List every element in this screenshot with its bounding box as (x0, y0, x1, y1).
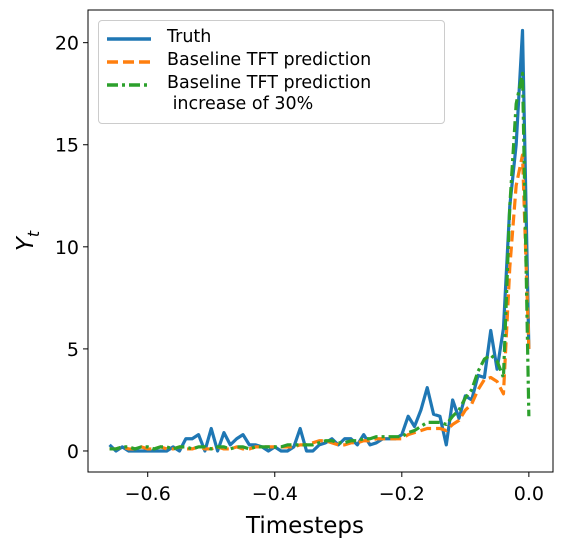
y-axis-label: Yt (13, 230, 43, 251)
legend-label: Baseline TFT prediction increase of 30% (167, 73, 372, 114)
legend-swatch (107, 37, 151, 41)
y-tick-label: 5 (67, 339, 79, 361)
legend-swatch (107, 60, 151, 64)
legend-entry: Baseline TFT prediction increase of 30% (99, 73, 444, 115)
y-axis-label-sub: t (24, 230, 43, 237)
legend: Truth Baseline TFT prediction Baseline TFT… (98, 20, 445, 124)
y-tick-label: 15 (55, 135, 79, 157)
plot-frame (87, 9, 554, 473)
y-tick-label: 20 (55, 33, 79, 55)
legend-label: Truth (167, 27, 212, 47)
x-axis-label: Timesteps (245, 513, 364, 539)
y-tick-label: 10 (55, 237, 79, 259)
legend-entry: Baseline TFT prediction (99, 50, 444, 71)
series-line (109, 71, 531, 451)
x-tick-label: −0.4 (252, 483, 298, 505)
legend-entry: Truth (99, 27, 444, 48)
y-axis-label-main: Y (13, 235, 39, 251)
legend-swatch (107, 83, 151, 87)
series-line (108, 28, 531, 453)
x-tick-label: −0.6 (125, 483, 171, 505)
y-tick-label: 0 (67, 441, 79, 463)
x-tick-label: 0.0 (514, 483, 544, 505)
x-tick-label: −0.2 (379, 483, 425, 505)
legend-label: Baseline TFT prediction (167, 50, 372, 70)
series-line (109, 153, 531, 451)
